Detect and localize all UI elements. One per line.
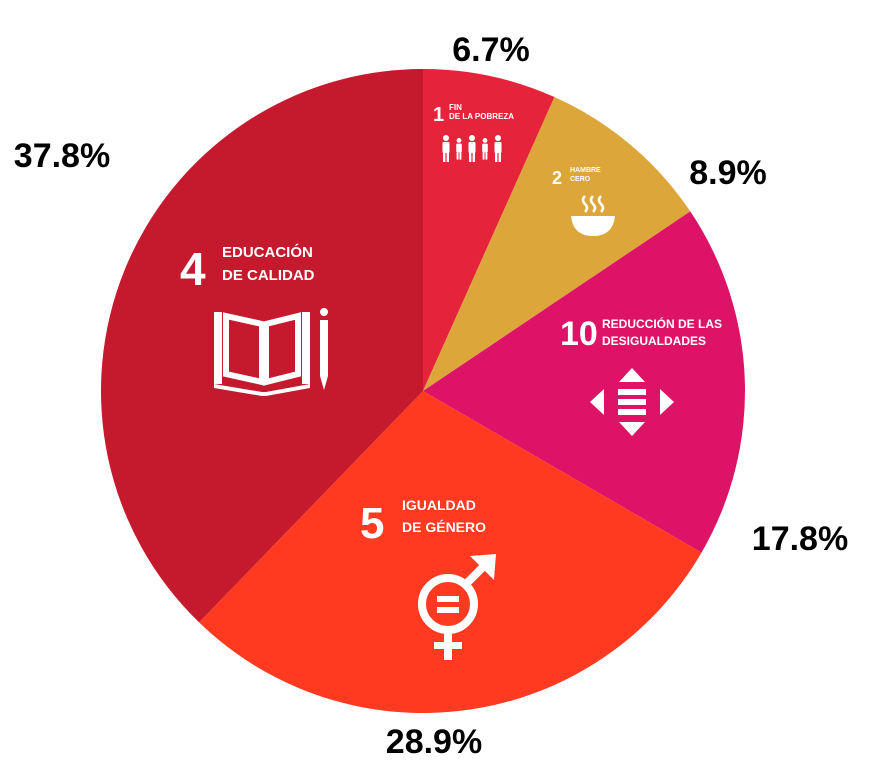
goal-name-line: FIN	[449, 103, 462, 112]
percentage-label: 8.9%	[689, 154, 767, 192]
goal-name-line: DE CALIDAD	[222, 267, 315, 284]
pie-slice-1	[423, 69, 555, 391]
percentage-label: 28.9%	[386, 723, 482, 761]
family-icon	[442, 135, 502, 162]
goal-number: 2	[552, 168, 562, 188]
pie-slice-5	[199, 391, 702, 713]
pie-slice-10	[423, 211, 745, 553]
goal-number: 10	[560, 315, 598, 353]
goal-name-line: IGUALDAD	[402, 497, 476, 513]
goal-name-line: CERO	[570, 176, 591, 183]
goal-name-line: EDUCACIÓN	[222, 243, 313, 261]
percentage-label: 6.7%	[452, 31, 530, 69]
goal-name-line: DE GÉNERO	[402, 519, 486, 535]
equality-arrows-icon	[590, 368, 674, 436]
book-pencil-icon	[214, 308, 328, 396]
goal-name-line: REDUCCIÓN DE LAS	[602, 316, 722, 331]
goal-name-line: HAMBRE	[570, 167, 601, 174]
bowl-icon	[571, 195, 615, 236]
gender-equality-icon	[418, 554, 496, 660]
goal-number: 4	[180, 243, 206, 295]
slice-icons	[214, 135, 674, 660]
percentage-label: 17.8%	[752, 520, 848, 558]
pie-slice-2	[423, 97, 691, 392]
percentage-label: 37.8%	[14, 137, 110, 175]
goal-number: 5	[360, 499, 384, 548]
goal-name-line: DESIGUALDADES	[602, 334, 706, 348]
goal-number: 1	[433, 104, 444, 126]
goal-name-line: DE LA POBREZA	[449, 112, 514, 121]
